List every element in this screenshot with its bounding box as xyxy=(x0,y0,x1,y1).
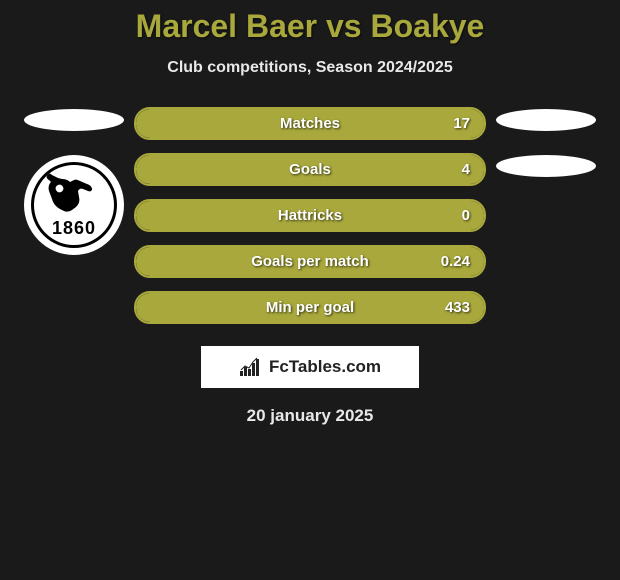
stat-label: Min per goal xyxy=(266,299,354,316)
main-content-row: 1860 Matches 17 Goals 4 Hattricks 0 xyxy=(0,107,620,324)
club-badge-right-placeholder xyxy=(496,155,596,177)
club-badge-left: 1860 xyxy=(24,155,124,255)
comparison-widget: Marcel Baer vs Boakye Club competitions,… xyxy=(0,0,620,426)
right-player-column xyxy=(486,107,606,201)
player-avatar-left xyxy=(24,109,124,131)
stat-label: Goals xyxy=(289,161,331,178)
stat-value: 17 xyxy=(453,115,470,132)
stat-bar-goals: Goals 4 xyxy=(134,153,486,186)
stat-bar-hattricks: Hattricks 0 xyxy=(134,199,486,232)
stat-value: 4 xyxy=(462,161,470,178)
stat-value: 0 xyxy=(462,207,470,224)
stat-bar-min-per-goal: Min per goal 433 xyxy=(134,291,486,324)
left-player-column: 1860 xyxy=(14,107,134,255)
stat-label: Hattricks xyxy=(278,207,342,224)
stat-value: 0.24 xyxy=(441,253,470,270)
club-year: 1860 xyxy=(34,218,114,239)
stat-label: Matches xyxy=(280,115,340,132)
stat-bar-goals-per-match: Goals per match 0.24 xyxy=(134,245,486,278)
brand-box[interactable]: FcTables.com xyxy=(201,346,419,388)
player-avatar-right xyxy=(496,109,596,131)
club-badge-inner: 1860 xyxy=(31,162,117,248)
page-subtitle: Club competitions, Season 2024/2025 xyxy=(0,59,620,77)
lion-icon xyxy=(44,171,94,215)
stat-bar-matches: Matches 17 xyxy=(134,107,486,140)
stat-value: 433 xyxy=(445,299,470,316)
footer-date: 20 january 2025 xyxy=(0,406,620,426)
page-title: Marcel Baer vs Boakye xyxy=(0,8,620,45)
bars-icon xyxy=(239,357,263,377)
stat-label: Goals per match xyxy=(251,253,369,270)
brand-text: FcTables.com xyxy=(269,357,381,377)
stats-column: Matches 17 Goals 4 Hattricks 0 Goals per… xyxy=(134,107,486,324)
